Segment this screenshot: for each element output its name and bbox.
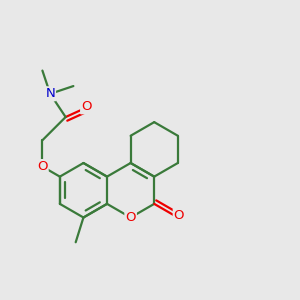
Text: O: O [81,100,92,113]
Text: O: O [174,209,184,222]
Text: N: N [45,87,55,100]
Text: O: O [37,160,48,173]
Text: O: O [125,211,136,224]
